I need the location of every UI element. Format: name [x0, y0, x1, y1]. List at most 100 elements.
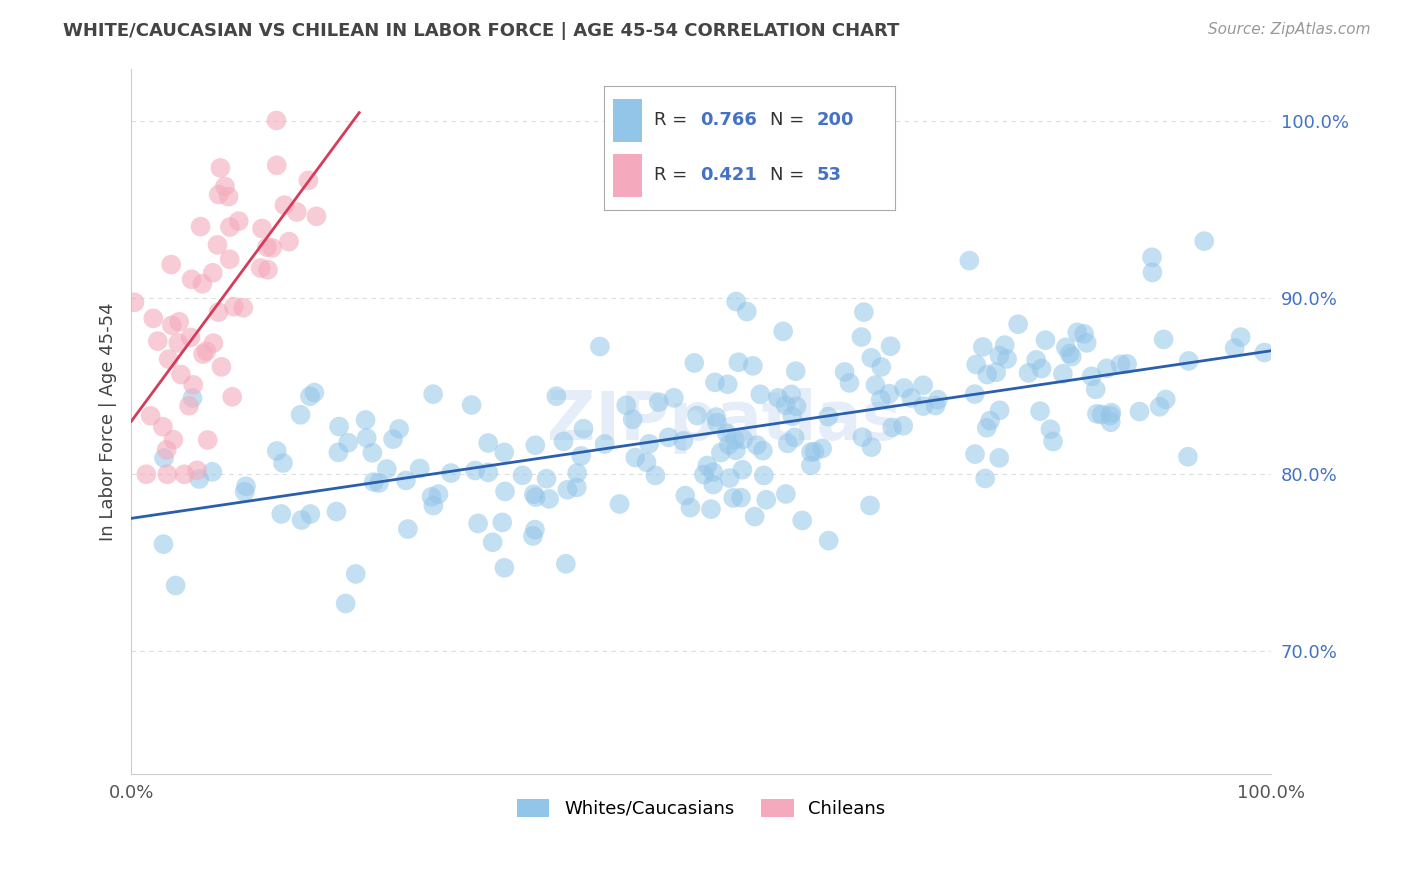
Point — [427, 487, 450, 501]
Point — [565, 480, 588, 494]
Point — [851, 330, 873, 344]
Point — [1035, 333, 1057, 347]
Point — [1076, 335, 1098, 350]
Point — [780, 387, 803, 401]
Point — [375, 462, 398, 476]
Point — [879, 339, 901, 353]
Point — [803, 444, 825, 458]
Point — [278, 235, 301, 249]
Point — [1116, 357, 1139, 371]
Point — [766, 391, 789, 405]
Point — [976, 368, 998, 382]
Point — [1018, 366, 1040, 380]
Point — [186, 463, 208, 477]
Point — [209, 359, 232, 374]
Point — [554, 557, 576, 571]
Point — [477, 466, 499, 480]
Point — [772, 325, 794, 339]
Point — [250, 221, 273, 235]
Point — [644, 468, 666, 483]
Point — [927, 392, 949, 407]
Point — [965, 358, 987, 372]
Point — [782, 409, 804, 424]
Point — [785, 364, 807, 378]
Point — [536, 472, 558, 486]
Point — [721, 491, 744, 505]
Point — [388, 422, 411, 436]
Point — [882, 420, 904, 434]
Point — [152, 537, 174, 551]
Point — [1149, 400, 1171, 414]
Point — [852, 305, 875, 319]
Point — [361, 446, 384, 460]
Point — [817, 533, 839, 548]
Point — [218, 252, 240, 267]
Point — [190, 219, 212, 234]
Point — [752, 443, 775, 458]
Point — [963, 387, 986, 401]
Point — [755, 492, 778, 507]
Point — [156, 467, 179, 482]
Point — [328, 445, 350, 459]
Point — [395, 474, 418, 488]
Point — [696, 458, 718, 473]
Point — [201, 465, 224, 479]
Text: Source: ZipAtlas.com: Source: ZipAtlas.com — [1208, 22, 1371, 37]
Point — [979, 414, 1001, 428]
Point — [706, 416, 728, 430]
Point — [838, 376, 860, 390]
Point — [524, 490, 547, 504]
Y-axis label: In Labor Force | Age 45-54: In Labor Force | Age 45-54 — [100, 302, 117, 541]
Point — [304, 385, 326, 400]
Point — [228, 214, 250, 228]
Point — [160, 258, 183, 272]
Point — [305, 210, 328, 224]
Point — [207, 238, 229, 252]
Point — [494, 445, 516, 459]
Point — [725, 294, 748, 309]
Point — [124, 295, 146, 310]
Point — [730, 491, 752, 505]
Point — [538, 491, 561, 506]
Point — [860, 440, 883, 454]
Point — [658, 430, 681, 444]
Point — [180, 330, 202, 344]
Point — [865, 378, 887, 392]
Point — [963, 447, 986, 461]
Point — [170, 368, 193, 382]
Point — [553, 434, 575, 449]
Point — [1080, 369, 1102, 384]
Point — [494, 561, 516, 575]
Point — [396, 522, 419, 536]
Point — [422, 387, 444, 401]
Point — [165, 578, 187, 592]
Point — [912, 378, 935, 392]
Point — [1253, 345, 1275, 359]
Point — [565, 466, 588, 480]
Point — [368, 476, 391, 491]
Point — [891, 418, 914, 433]
Point — [735, 304, 758, 318]
Point — [686, 409, 709, 423]
Point — [232, 301, 254, 315]
Point — [1153, 332, 1175, 346]
Point — [1039, 422, 1062, 436]
Point — [523, 523, 546, 537]
Point — [724, 443, 747, 458]
Point — [834, 365, 856, 379]
Point — [325, 505, 347, 519]
Point — [467, 516, 489, 531]
Point — [1029, 404, 1052, 418]
Point — [207, 305, 229, 319]
Point — [460, 398, 482, 412]
Point — [1099, 415, 1122, 429]
Point — [800, 458, 823, 473]
Point — [160, 318, 183, 333]
Point — [869, 392, 891, 407]
Point — [636, 455, 658, 469]
Point — [208, 187, 231, 202]
Point — [422, 499, 444, 513]
Point — [974, 471, 997, 485]
Point — [146, 334, 169, 348]
Point — [572, 422, 595, 436]
